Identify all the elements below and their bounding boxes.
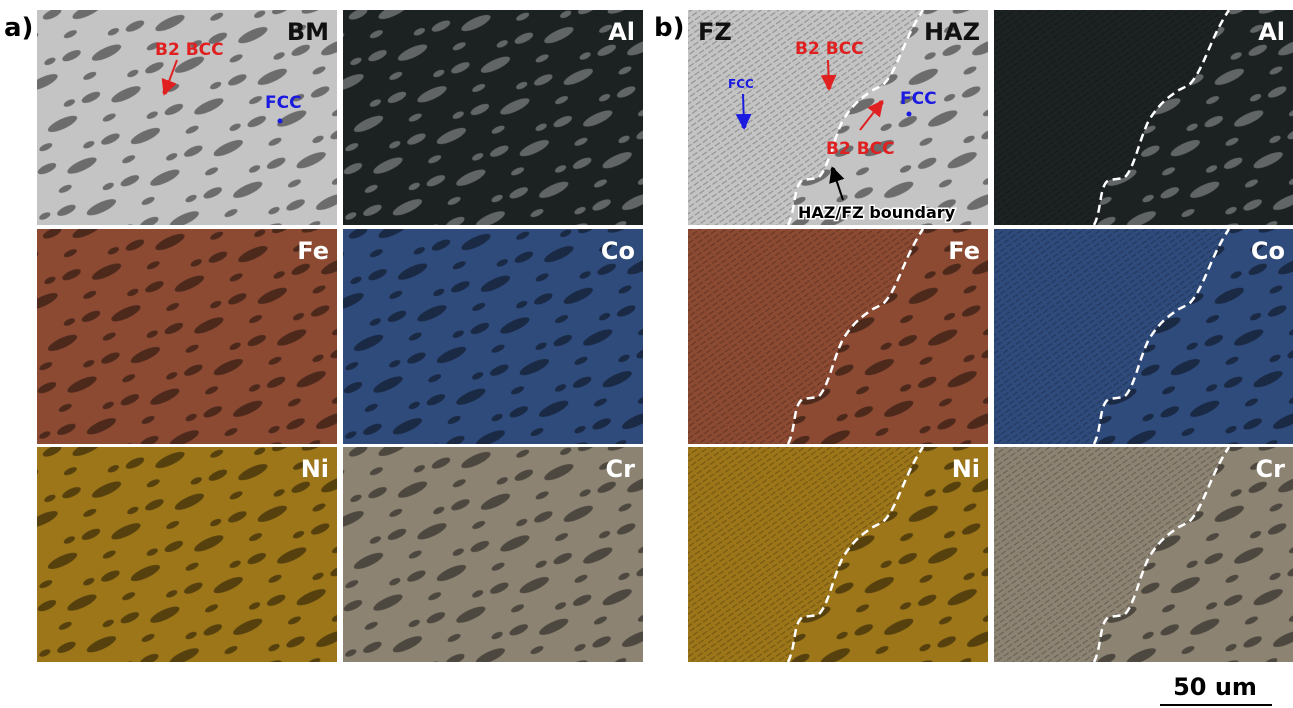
- micrograph: Al: [343, 10, 643, 225]
- annotation-text: FCC: [900, 89, 937, 109]
- element-label: HAZ: [924, 18, 980, 46]
- annotation-dot: [879, 101, 884, 106]
- annotation-text: HAZ/FZ boundary: [798, 203, 956, 222]
- annotation-arrow: [828, 60, 829, 87]
- annotation-arrow: [743, 94, 744, 126]
- phase-pattern: [37, 447, 337, 662]
- micrograph: Fe: [37, 229, 337, 444]
- micrograph: Fe: [688, 229, 988, 444]
- phase-pattern: [343, 229, 643, 444]
- annotation-text: B2 BCC: [795, 39, 864, 59]
- panel-label: b): [654, 13, 685, 43]
- annotation-text: FCC: [265, 93, 302, 113]
- micrograph: Cr: [343, 447, 643, 662]
- annotation-dot: [907, 112, 912, 117]
- element-label: Al: [1258, 18, 1285, 46]
- annotation-text: B2 BCC: [155, 40, 224, 60]
- element-label: Co: [601, 237, 635, 265]
- phase-pattern: [343, 447, 643, 662]
- micrograph: Ni: [37, 447, 337, 662]
- annotation-text: FCC: [728, 77, 754, 91]
- element-label: BM: [287, 18, 329, 46]
- panel-label: a): [4, 13, 33, 43]
- figure: a) b) 50 um BM Al Fe Co Ni Cr FZ HAZ Al Fe Co Ni Cr B…: [0, 0, 1293, 708]
- annotation-dot: [831, 168, 836, 173]
- element-label: Co: [1251, 237, 1285, 265]
- element-label: Fe: [948, 237, 980, 265]
- element-label: Cr: [606, 455, 636, 483]
- element-label: Fe: [297, 237, 329, 265]
- annotation-dot: [742, 124, 747, 129]
- micrograph: Co: [343, 229, 643, 444]
- phase-pattern: [343, 10, 643, 225]
- micrograph: Ni: [688, 447, 988, 662]
- element-label: Ni: [952, 455, 980, 483]
- annotation-dot: [827, 85, 832, 90]
- element-label: Al: [608, 18, 635, 46]
- element-label: FZ: [698, 18, 732, 46]
- element-label: Cr: [1256, 455, 1286, 483]
- annotation-dot: [278, 119, 283, 124]
- phase-pattern: [37, 229, 337, 444]
- micrograph: Cr: [994, 447, 1293, 662]
- micrograph: Al: [994, 10, 1293, 225]
- annotation-text: B2 BCC: [826, 139, 895, 159]
- element-label: Ni: [301, 455, 329, 483]
- micrograph: Co: [994, 229, 1293, 444]
- annotation-dot: [163, 90, 168, 95]
- scale-bar-label: 50 um: [1173, 673, 1257, 701]
